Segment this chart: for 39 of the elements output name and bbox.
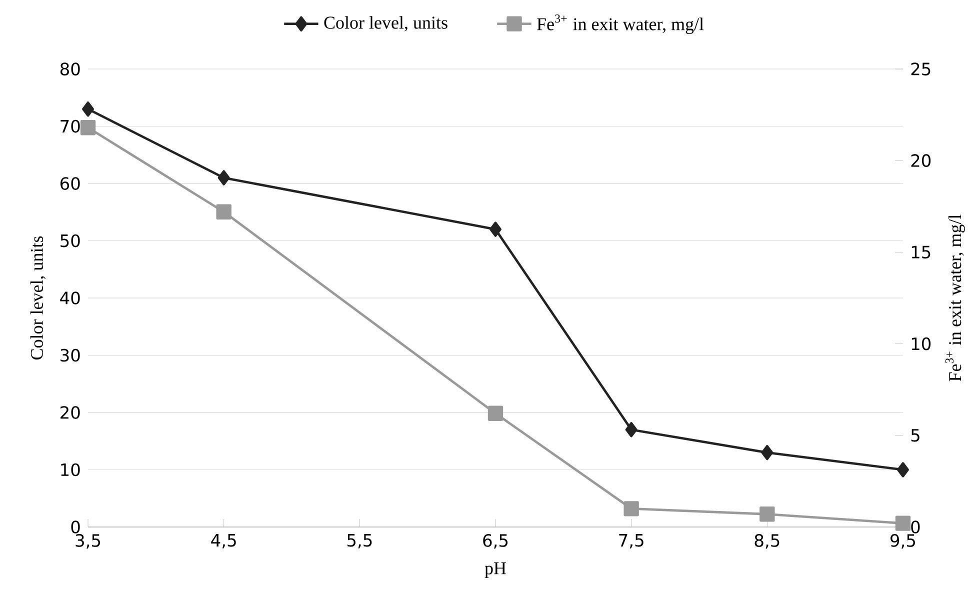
y2-tick-label: 5 bbox=[911, 429, 920, 442]
y2-tick-label: 25 bbox=[911, 62, 930, 76]
point bbox=[80, 120, 96, 136]
y2-tick-label: 10 bbox=[912, 337, 931, 350]
x-axis-title: pH bbox=[484, 562, 506, 578]
y-tick-label: 30 bbox=[60, 348, 80, 362]
y2-tick-label: 0 bbox=[911, 520, 920, 534]
point bbox=[82, 101, 94, 117]
point bbox=[218, 170, 230, 186]
x-tick-label: 8,5 bbox=[754, 534, 780, 549]
y-tick-label: 50 bbox=[60, 234, 80, 248]
y-tick-label: 60 bbox=[60, 177, 80, 190]
x-tick-label: 5,5 bbox=[347, 534, 372, 548]
x-tick-label: 4,5 bbox=[211, 534, 236, 548]
point bbox=[624, 501, 639, 516]
x-tick-label: 3,5 bbox=[76, 534, 100, 549]
point bbox=[489, 222, 502, 237]
x-tick-label: 6,5 bbox=[483, 534, 508, 549]
point bbox=[760, 506, 775, 522]
y-axis-title: Color level, units bbox=[30, 236, 46, 360]
y2-tick-label: 15 bbox=[912, 246, 930, 259]
x-tick-label: 7,5 bbox=[619, 534, 644, 548]
point bbox=[625, 422, 638, 438]
y2-tick-label: 20 bbox=[911, 154, 931, 168]
point bbox=[488, 406, 504, 422]
y2-axis-title: Fe$^{3+}$ in exit water, mg/l bbox=[945, 214, 965, 382]
legend-label: Color level, units bbox=[324, 16, 448, 32]
y-tick-label: 10 bbox=[61, 463, 80, 476]
y-tick-label: 40 bbox=[60, 292, 80, 304]
y-tick-label: 70 bbox=[60, 120, 80, 133]
point bbox=[895, 516, 911, 531]
x-tick-label: 9,5 bbox=[890, 534, 915, 549]
point bbox=[216, 204, 232, 220]
point bbox=[761, 444, 774, 460]
y-tick-label: 0 bbox=[71, 520, 80, 534]
legend-label: Fe$^{3+}$ in exit water, mg/l bbox=[537, 14, 704, 34]
point bbox=[896, 462, 909, 478]
y-tick-label: 80 bbox=[60, 62, 80, 76]
y-tick-label: 20 bbox=[60, 406, 80, 419]
